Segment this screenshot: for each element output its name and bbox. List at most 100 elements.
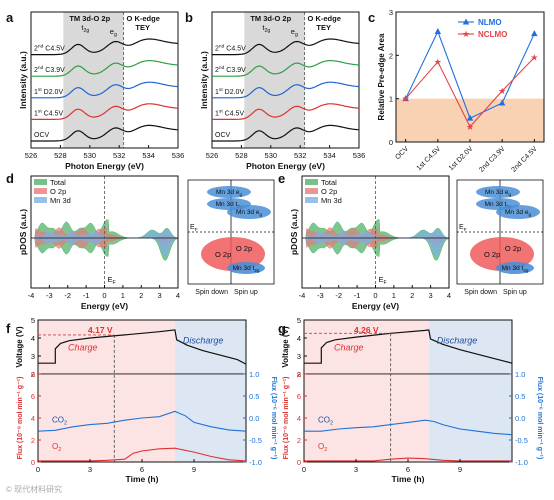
chart-panel-c: 0 1 2 3 Relative Pre-edge Area OCV 1st C4.5V 1s… (377, 8, 545, 174)
legend-label: Total (50, 178, 66, 187)
mn-eg-right-orbital (227, 205, 271, 219)
xas-curve (31, 38, 179, 56)
y-axis-label: pDOS (a.u.) (18, 209, 28, 255)
x-tick-label: 2 (139, 291, 143, 300)
curve-label: 1st D2.0V (34, 87, 63, 96)
charge-label: Charge (68, 343, 98, 353)
x-axis-label: Time (h) (126, 474, 159, 484)
y-tick-label: 6 (297, 392, 301, 401)
legend-swatch (34, 179, 47, 185)
x-tick-label: 528 (54, 151, 67, 160)
xas-curve (31, 103, 179, 120)
mn-eg-left-orbital (207, 186, 251, 198)
eg-label: eg (291, 27, 298, 38)
watermark: © 现代材料研究 (6, 484, 62, 494)
curve-label: 2nd C4.5V (215, 44, 246, 53)
point-marker: ★ (434, 57, 442, 67)
x-tick-label: 532 (113, 151, 126, 160)
schematic-label: Mn 3d eg (236, 209, 263, 217)
legend-marker (462, 18, 470, 25)
x-tick-label: 536 (353, 151, 366, 160)
voltage-axis-label: Voltage (V) (281, 326, 290, 368)
x-tick-label: 0 (36, 465, 40, 474)
curve-label: 2nd C4.5V (34, 44, 65, 53)
y-tick-label: 0 (297, 458, 301, 467)
y-tick-label: 0 (389, 138, 393, 147)
y-tick-label: 2 (389, 51, 393, 60)
y-tick-label: 5 (297, 316, 301, 325)
y-tick-label: 1.0 (515, 370, 525, 379)
xas-curve (212, 38, 360, 56)
y-tick-label: 2 (297, 370, 301, 379)
dos-panel-e: EF -4 -3 -2 -1 0 1 2 3 4 Energy (eV) pDOS (a.u.) Tot… (289, 175, 544, 311)
o2-line (38, 447, 247, 462)
y-tick-label: 8 (297, 370, 301, 379)
mn3d-dos-up (302, 229, 450, 239)
xas-curve (31, 124, 179, 142)
voltage-line (304, 329, 513, 364)
discharge-label: Discharge (437, 335, 478, 345)
x-tick-label: 0 (373, 291, 377, 300)
x-tick-label: 532 (294, 151, 307, 160)
pre-edge-band (244, 12, 305, 148)
discharge-label: Discharge (183, 335, 224, 345)
x-tick-label: 6 (140, 465, 144, 474)
xas-curve (212, 81, 360, 99)
voltage-line (38, 329, 247, 365)
legend-marker: ★ (462, 29, 470, 39)
y-tick-label: 3 (389, 8, 393, 17)
x-tick-label: 528 (235, 151, 248, 160)
band-title: TM 3d-O 2p (69, 14, 110, 23)
x-tick-label: -4 (28, 291, 35, 300)
y-axis-label: Intensity (a.u.) (18, 51, 28, 109)
flux-left-axis-label: Flux (10⁻⁸ mol min⁻¹ g⁻¹) (17, 377, 24, 460)
panel-letter-b: b (185, 10, 193, 25)
discharge-region (174, 320, 246, 462)
curve-label: 1st D2.0V (215, 87, 244, 96)
x-tick-label: 2 (410, 291, 414, 300)
y-tick-label: 0.0 (515, 414, 525, 423)
xas-panel-a: 526 528 530 532 534 536 Photon Energy (eV) Inte… (18, 11, 184, 171)
schematic-label: O 2p (484, 250, 500, 259)
y-tick-label: 4 (297, 414, 301, 423)
t2g-label: t2g (81, 23, 89, 34)
y-tick-label: 2 (31, 370, 35, 379)
point-marker: ★ (498, 86, 506, 96)
panel-letter-c: c (368, 10, 375, 25)
schematic-label: Mn 3d eg (485, 189, 512, 197)
charge-region (38, 320, 175, 462)
co2-label: CO2 (52, 415, 67, 426)
x-tick-label: 6 (406, 465, 410, 474)
legend-swatch (305, 188, 318, 194)
edge-label: O K-edge (308, 14, 341, 23)
y-tick-label: 4 (31, 414, 35, 423)
x-axis-label: Energy (eV) (81, 301, 128, 311)
y-tick-label: 1 (389, 95, 393, 104)
x-tick-label: 3 (429, 291, 433, 300)
y-axis-label: pDOS (a.u.) (289, 209, 299, 255)
x-tick-label: 0 (102, 291, 106, 300)
x-tick-label: 2nd C4.5V (510, 145, 539, 174)
xas-panel-b: 526 528 530 532 534 536 Photon Energy (eV) Inte… (199, 11, 366, 171)
point-marker (498, 99, 506, 106)
legend-label: Mn 3d (321, 196, 342, 205)
x-tick-label: 9 (458, 465, 462, 474)
o2-label: O2 (318, 442, 327, 453)
chart-panel-f: 4.17 V Charge Discharge CO2 O2 2 3 4 5 0 2 4 6 8 -1.0 -… (15, 316, 277, 484)
mn-t2g-right-orbital (227, 262, 265, 274)
flux-left-axis-label: Flux (10⁻⁸ mol min⁻¹ g⁻¹) (283, 377, 290, 460)
x-tick-label: 3 (158, 291, 162, 300)
legend-label: NLMO (478, 18, 502, 27)
y-tick-label: 5 (31, 316, 35, 325)
y-tick-label: 6 (31, 392, 35, 401)
legend-label: Mn 3d (50, 196, 71, 205)
legend-label: NCLMO (478, 30, 507, 39)
legend-label: O 2p (50, 187, 66, 196)
x-tick-label: 534 (323, 151, 336, 160)
co2-line (37, 410, 247, 432)
x-tick-label: -1 (83, 291, 90, 300)
spin-down-label: Spin down (195, 289, 228, 296)
y-tick-label: 4 (31, 334, 35, 343)
curve-label: 2nd C3.9V (215, 65, 246, 74)
